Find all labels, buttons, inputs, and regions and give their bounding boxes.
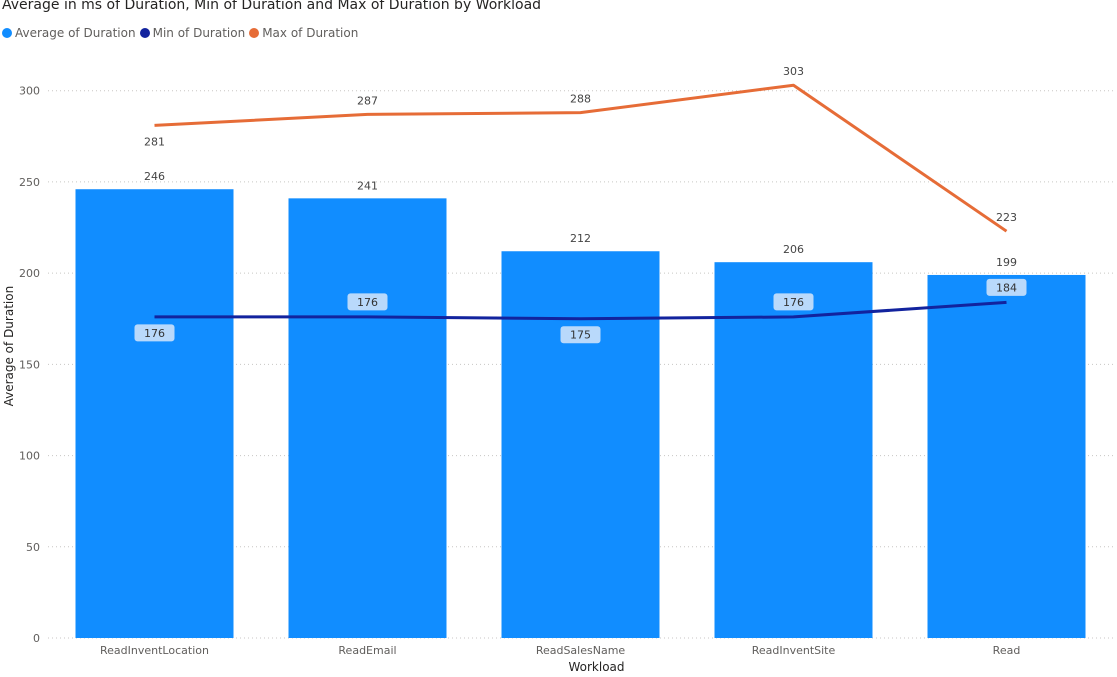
x-tick-label: ReadInventSite — [752, 644, 836, 657]
min-data-label-text: 176 — [144, 327, 165, 340]
bar[interactable] — [501, 251, 660, 638]
x-axis-ticks: ReadInventLocation ReadEmail ReadSalesName… — [100, 644, 1020, 657]
y-tick-label: 100 — [19, 450, 40, 463]
label-pill — [347, 293, 388, 311]
bars — [75, 189, 1086, 639]
x-tick-label: ReadSalesName — [536, 644, 626, 657]
y-tick-label: 0 — [33, 632, 40, 645]
legend-label: Min of Duration — [152, 26, 246, 40]
bar-data-label: 241 — [357, 179, 378, 192]
min-duration-line — [154, 300, 1007, 321]
x-axis-title: Workload — [568, 660, 624, 674]
legend-label: Max of Duration — [262, 26, 359, 40]
min-data-label-text: 184 — [996, 281, 1017, 294]
bar[interactable] — [288, 198, 447, 639]
label-pill — [986, 278, 1027, 296]
legend-label: Average of Duration — [15, 26, 136, 40]
label-pill — [134, 324, 175, 342]
line-data-labels: 281 287 288 303 223 176 176 175 176 184 — [134, 65, 1027, 344]
min-data-label: 175 — [560, 326, 601, 344]
y-axis-title: Average of Duration — [2, 286, 16, 407]
bar-data-label: 246 — [144, 170, 165, 183]
legend-dot-icon — [139, 28, 150, 38]
legend-dot-icon — [249, 28, 260, 38]
min-data-label: 176 — [773, 293, 814, 311]
bar-data-label: 206 — [783, 243, 804, 256]
lines — [154, 83, 1008, 321]
min-data-label-text: 176 — [783, 296, 804, 309]
y-tick-label: 150 — [19, 358, 40, 371]
max-duration-line — [154, 83, 1008, 233]
bar[interactable] — [714, 262, 873, 638]
bar-data-label: 199 — [996, 256, 1017, 269]
y-tick-label: 250 — [19, 176, 40, 189]
bar[interactable] — [75, 189, 234, 638]
legend-dot-icon — [2, 28, 12, 38]
min-data-label: 184 — [986, 278, 1027, 296]
x-tick-label: Read — [993, 644, 1021, 657]
y-tick-label: 300 — [19, 85, 40, 98]
max-data-label: 303 — [783, 65, 804, 78]
y-axis-ticks: 0 50 100 150 200 250 300 — [19, 85, 40, 645]
legend-item-min[interactable]: Min of Duration — [139, 26, 246, 40]
max-data-label: 288 — [570, 93, 591, 106]
bar-data-labels: 246 241 212 206 199 — [144, 170, 1017, 269]
x-tick-label: ReadEmail — [338, 644, 396, 657]
min-data-label-text: 175 — [570, 329, 591, 342]
legend: Average of Duration Min of Duration Max … — [2, 26, 362, 40]
label-pill — [773, 293, 814, 311]
min-data-label: 176 — [134, 324, 175, 342]
max-data-label: 287 — [357, 94, 378, 107]
max-data-label: 223 — [996, 211, 1017, 224]
chart-title: Average in ms of Duration, Min of Durati… — [2, 0, 542, 13]
x-tick-label: ReadInventLocation — [100, 644, 209, 657]
legend-item-average[interactable]: Average of Duration — [2, 26, 136, 40]
min-data-label-text: 176 — [357, 296, 378, 309]
bar-data-label: 212 — [570, 232, 591, 245]
y-tick-label: 50 — [26, 541, 40, 554]
label-pill — [560, 326, 601, 344]
min-data-label: 176 — [347, 293, 388, 311]
max-data-label: 281 — [144, 135, 165, 148]
y-tick-label: 200 — [19, 267, 40, 280]
bar[interactable] — [927, 274, 1086, 638]
legend-item-max[interactable]: Max of Duration — [249, 26, 358, 40]
